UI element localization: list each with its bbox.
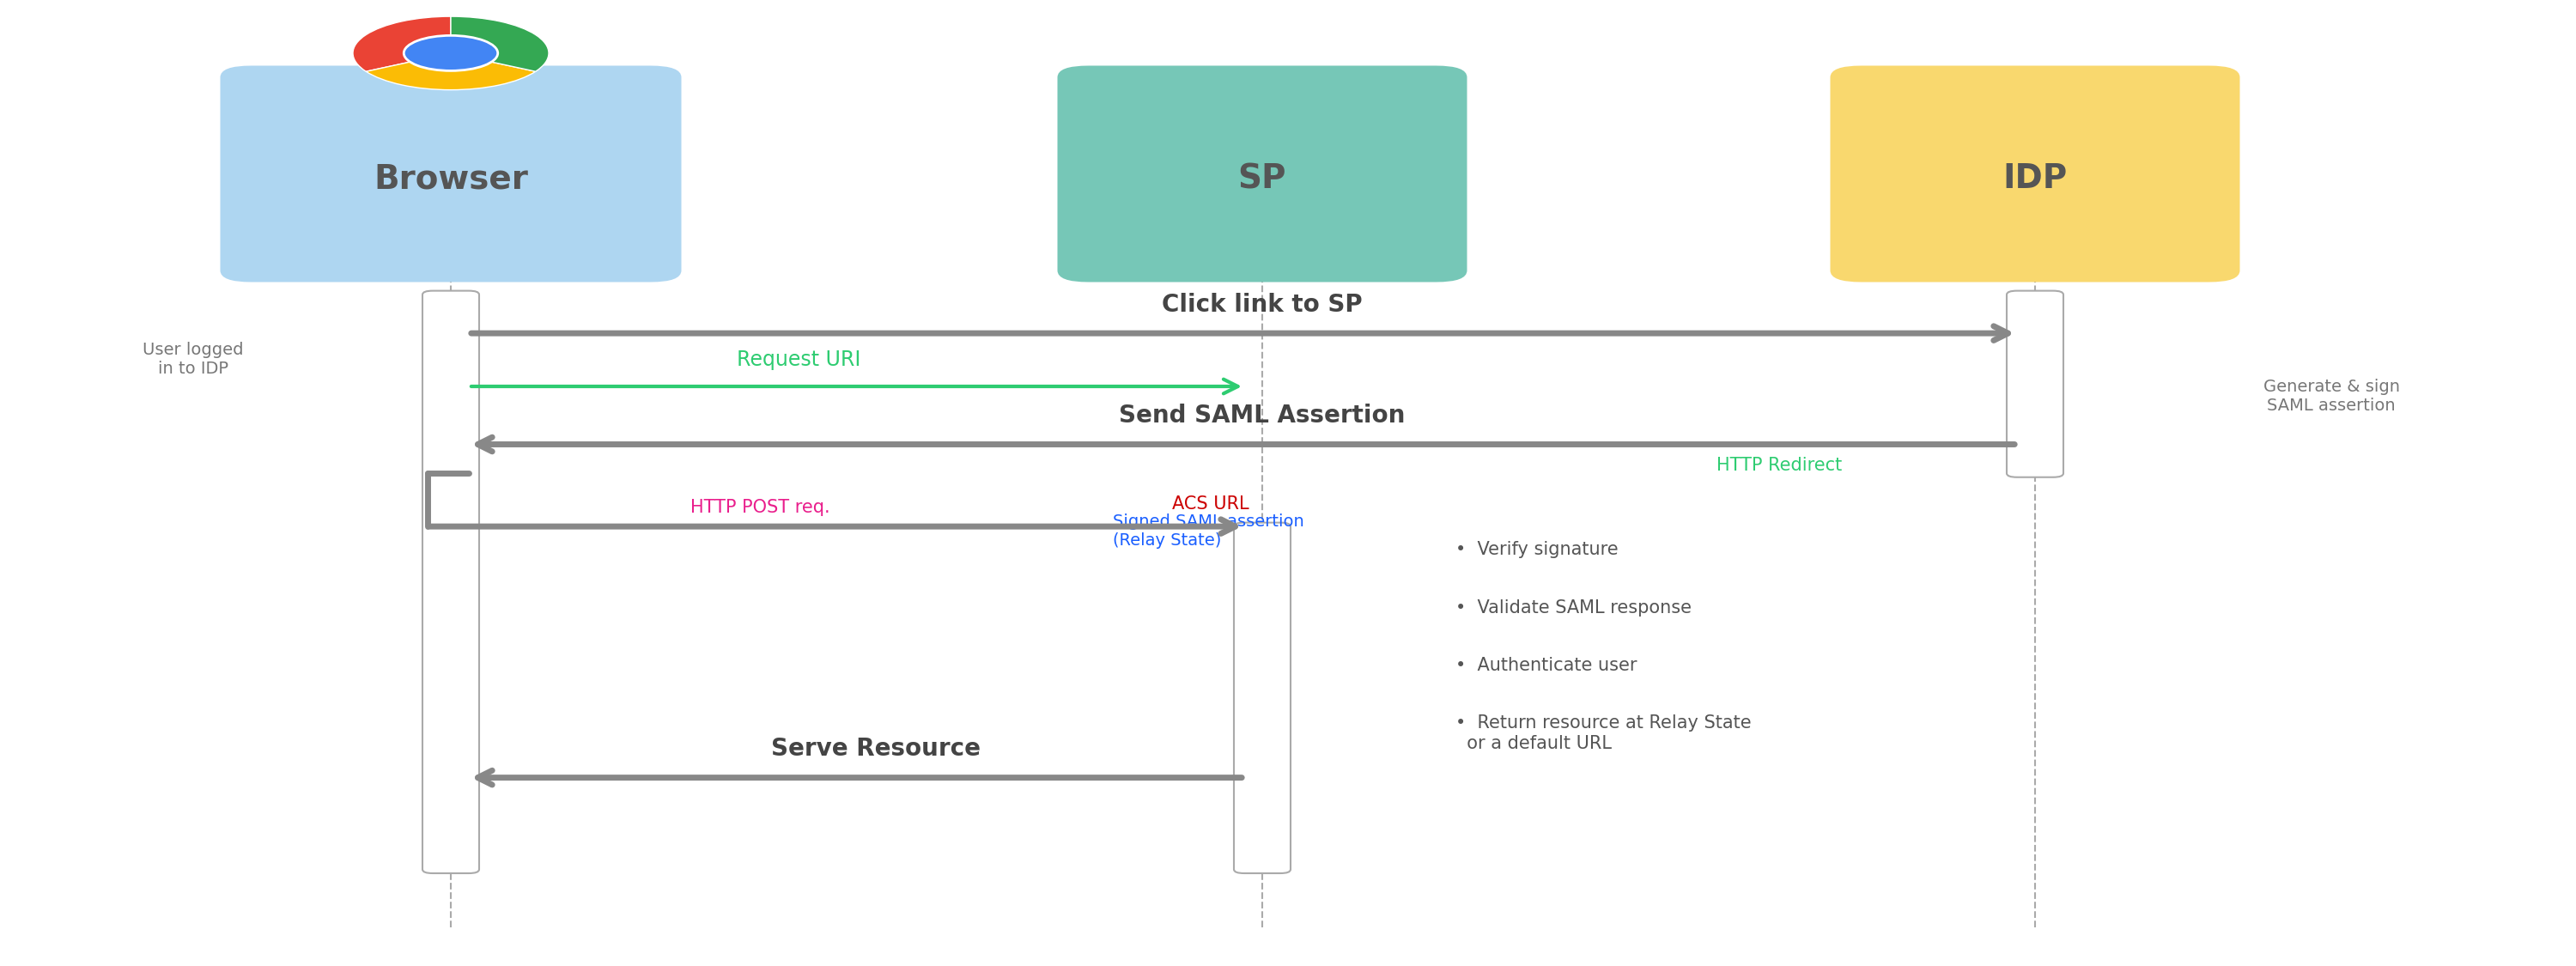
Text: User logged
in to IDP: User logged in to IDP [142,342,245,377]
Text: Signed SAML assertion
(Relay State): Signed SAML assertion (Relay State) [1113,514,1303,549]
Text: IDP: IDP [2002,162,2069,195]
Wedge shape [366,53,536,90]
Text: Request URI: Request URI [737,350,860,370]
FancyBboxPatch shape [1056,66,1468,282]
Text: HTTP POST req.: HTTP POST req. [690,498,829,516]
FancyBboxPatch shape [1234,523,1291,873]
Text: ACS URL: ACS URL [1172,496,1249,513]
Circle shape [404,36,497,71]
Text: •  Validate SAML response: • Validate SAML response [1455,599,1692,616]
Text: Generate & sign
SAML assertion: Generate & sign SAML assertion [2262,379,2401,413]
FancyBboxPatch shape [422,291,479,873]
Text: Send SAML Assertion: Send SAML Assertion [1118,404,1406,428]
Wedge shape [353,16,451,71]
Text: HTTP Redirect: HTTP Redirect [1716,457,1842,474]
Text: •  Authenticate user: • Authenticate user [1455,657,1638,674]
FancyBboxPatch shape [2007,291,2063,477]
Text: Browser: Browser [374,162,528,195]
Text: •  Verify signature: • Verify signature [1455,541,1618,558]
FancyBboxPatch shape [1829,66,2239,282]
Text: •  Return resource at Relay State
  or a default URL: • Return resource at Relay State or a de… [1455,715,1752,752]
Text: Serve Resource: Serve Resource [770,737,981,761]
Text: Click link to SP: Click link to SP [1162,293,1363,317]
Text: SP: SP [1239,162,1285,195]
FancyBboxPatch shape [219,66,680,282]
Wedge shape [451,16,549,71]
